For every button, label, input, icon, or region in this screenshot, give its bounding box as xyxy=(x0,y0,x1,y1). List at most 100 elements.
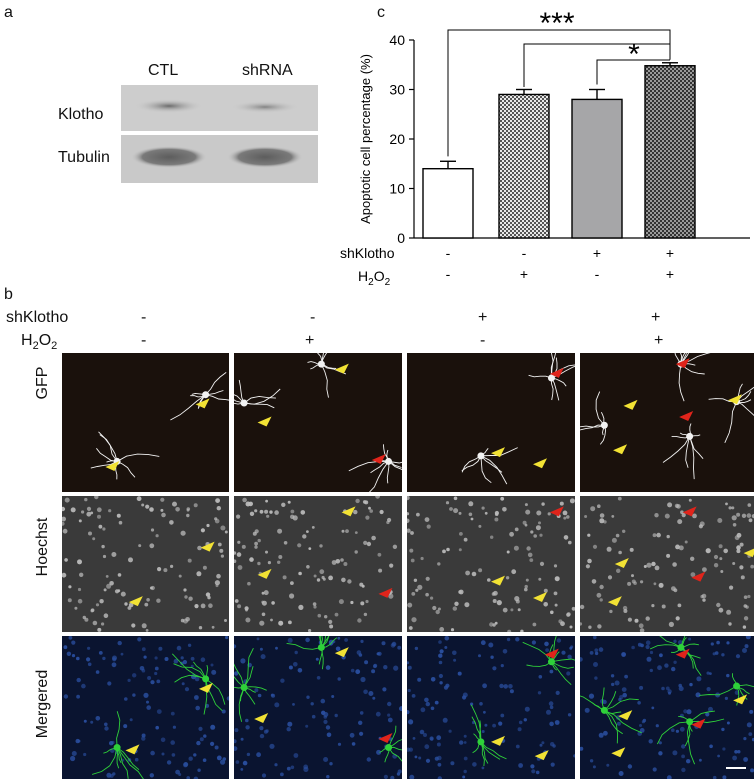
cond-shklotho: + xyxy=(666,245,674,261)
panel-letter-c: c xyxy=(377,4,385,21)
blot-row-klotho: Klotho xyxy=(58,106,104,123)
yellow-arrowhead-icon xyxy=(623,399,638,410)
blot-row-tubulin: Tubulin xyxy=(58,149,110,166)
neuron xyxy=(656,710,725,765)
yellow-arrowhead-icon xyxy=(491,735,505,746)
micrograph-hoechst-2 xyxy=(234,496,402,632)
micro-cond-shk-4: + xyxy=(651,309,661,326)
yellow-arrowhead-icon xyxy=(491,447,505,458)
micrograph-gfp-1 xyxy=(62,353,229,492)
yellow-arrowhead-icon xyxy=(125,744,140,755)
neuron xyxy=(379,725,402,763)
bar xyxy=(422,167,474,239)
sig-bracket-mid xyxy=(523,43,670,88)
neuron xyxy=(286,636,338,670)
scale-bar xyxy=(726,767,746,769)
yellow-arrowhead-icon xyxy=(611,747,626,758)
yellow-arrowhead-icon xyxy=(618,710,633,721)
yellow-arrowhead-icon xyxy=(195,398,210,409)
blot-lane-shrna: shRNA xyxy=(242,62,293,79)
band-tubulin-shrna xyxy=(227,146,303,168)
neuron xyxy=(528,353,575,401)
red-arrowhead-icon xyxy=(682,506,697,517)
yellow-arrowhead-icon xyxy=(200,541,215,552)
bar xyxy=(498,93,550,239)
yellow-arrowhead-icon xyxy=(334,363,349,374)
yellow-arrowhead-icon xyxy=(341,506,356,517)
y-tick-label: 40 xyxy=(389,32,405,48)
micro-cond-h2o2-2: + xyxy=(305,332,315,349)
red-arrowhead-icon xyxy=(371,454,386,465)
red-arrowhead-icon xyxy=(675,358,690,369)
yellow-arrowhead-icon xyxy=(534,750,549,761)
micro-shklotho-label: shKlotho xyxy=(6,309,69,326)
y-axis-label: Apoptotic cell percentage (%) xyxy=(358,54,373,224)
micrograph-merged-1 xyxy=(62,636,229,779)
cond-shklotho: - xyxy=(522,245,527,261)
red-arrowhead-icon xyxy=(549,367,564,378)
yellow-arrowhead-icon xyxy=(257,416,272,427)
micro-cond-h2o2-4: + xyxy=(654,332,664,349)
red-arrowhead-icon xyxy=(378,587,393,598)
yellow-arrowhead-icon xyxy=(128,596,143,607)
cond-label-h2o2: H2O2 xyxy=(358,268,391,288)
micro-cond-h2o2-3: - xyxy=(480,332,486,349)
cond-label-shklotho: shKlotho xyxy=(340,245,395,261)
neuron xyxy=(662,423,704,480)
bar xyxy=(644,65,696,239)
yellow-arrowhead-icon xyxy=(614,558,629,568)
neuron xyxy=(234,379,281,409)
micrograph-grid xyxy=(62,353,754,779)
sig-bracket-short xyxy=(596,59,670,85)
cond-h2o2: - xyxy=(446,266,451,282)
red-arrowhead-icon xyxy=(675,648,690,659)
micro-cond-shk-2: - xyxy=(310,309,316,326)
red-arrowhead-icon xyxy=(378,732,393,743)
micro-row-merged: Mergered xyxy=(34,669,51,739)
band-klotho-ctl xyxy=(135,99,203,113)
red-arrowhead-icon xyxy=(544,648,559,659)
yellow-arrowhead-icon xyxy=(733,694,748,705)
micro-cond-shk-3: + xyxy=(478,309,488,326)
micrograph-hoechst-3 xyxy=(407,496,575,632)
y-tick-label: 30 xyxy=(389,82,405,98)
red-arrowhead-icon xyxy=(549,506,564,517)
micro-cond-shk-1: - xyxy=(141,309,147,326)
panel-letter-a: a xyxy=(4,4,13,21)
yellow-arrowhead-icon xyxy=(743,548,754,558)
micrograph-merged-2 xyxy=(234,636,402,779)
cond-h2o2: + xyxy=(666,266,674,282)
cond-shklotho: + xyxy=(593,245,601,261)
micro-cond-h2o2-1: - xyxy=(141,332,147,349)
micrograph-gfp-4 xyxy=(580,353,754,492)
sig-label-triple: *** xyxy=(539,7,574,40)
micro-h2o2-label: H2O2 xyxy=(21,332,58,353)
micrograph-merged-3 xyxy=(407,636,575,779)
micro-row-hoechst: Hoechst xyxy=(34,517,51,577)
panel-letter-b: b xyxy=(4,286,13,303)
yellow-arrowhead-icon xyxy=(198,682,213,693)
y-tick-label: 10 xyxy=(389,181,405,197)
yellow-arrowhead-icon xyxy=(533,458,547,469)
red-arrowhead-icon xyxy=(691,718,706,729)
yellow-arrowhead-icon xyxy=(607,596,622,607)
neuron xyxy=(234,648,267,722)
micro-row-gfp: GFP xyxy=(34,366,51,400)
red-arrowhead-icon xyxy=(691,571,706,582)
yellow-arrowhead-icon xyxy=(491,575,505,586)
neuron xyxy=(171,653,226,715)
neuron xyxy=(91,711,144,779)
yellow-arrowhead-icon xyxy=(613,444,628,455)
micrograph-gfp-3 xyxy=(407,353,575,492)
micrograph-gfp-2 xyxy=(234,353,402,492)
blot-lane-ctl: CTL xyxy=(148,62,179,79)
y-tick-label: 0 xyxy=(397,230,405,246)
red-arrowhead-icon xyxy=(679,410,694,421)
yellow-arrowhead-icon xyxy=(727,394,742,405)
cond-h2o2: - xyxy=(595,266,600,282)
yellow-arrowhead-icon xyxy=(254,712,269,723)
sig-label-single: * xyxy=(628,38,640,71)
yellow-arrowhead-icon xyxy=(334,647,349,658)
micrograph-hoechst-4 xyxy=(580,496,754,632)
